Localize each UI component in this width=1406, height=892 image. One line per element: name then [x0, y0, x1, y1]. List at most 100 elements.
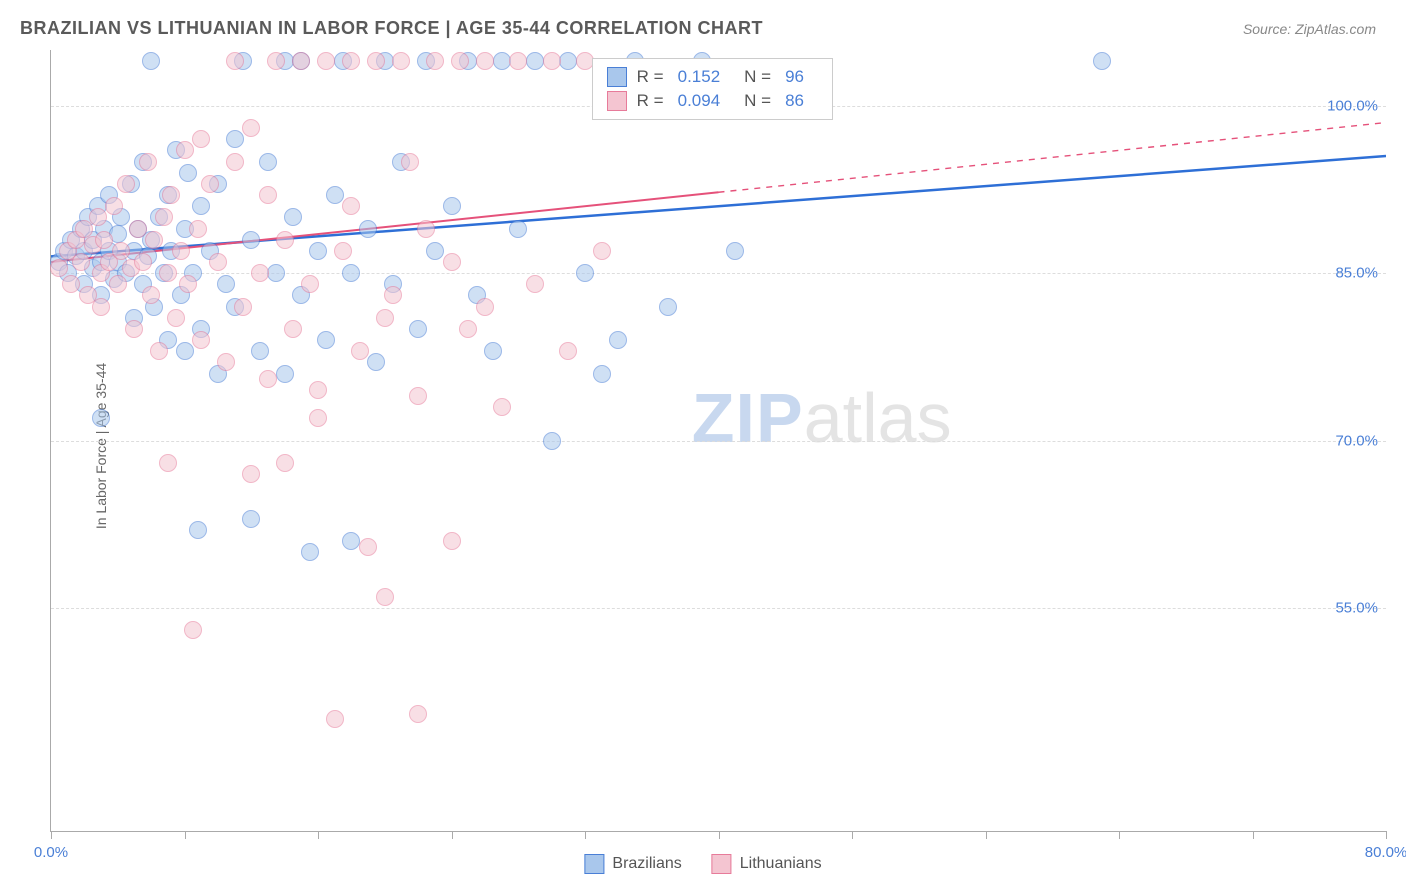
data-point [376, 309, 394, 327]
gridline [51, 441, 1386, 442]
data-point [443, 197, 461, 215]
data-point [384, 286, 402, 304]
data-point [392, 52, 410, 70]
data-point [201, 175, 219, 193]
data-point [367, 353, 385, 371]
x-tick [1386, 831, 1387, 839]
data-point [593, 365, 611, 383]
data-point [443, 532, 461, 550]
data-point [359, 220, 377, 238]
data-point [334, 242, 352, 260]
data-point [72, 253, 90, 271]
watermark-zip: ZIP [692, 379, 804, 457]
data-point [176, 141, 194, 159]
data-point [426, 52, 444, 70]
data-point [476, 298, 494, 316]
data-point [267, 264, 285, 282]
r-label: R = [637, 67, 664, 87]
data-point [167, 309, 185, 327]
data-point [145, 231, 163, 249]
data-point [1093, 52, 1111, 70]
data-point [326, 186, 344, 204]
data-point [89, 208, 107, 226]
data-point [543, 432, 561, 450]
data-point [317, 331, 335, 349]
x-tick-label: 80.0% [1365, 844, 1406, 861]
data-point [359, 538, 377, 556]
data-point [593, 242, 611, 260]
swatch-icon [607, 91, 627, 111]
stats-row: R =0.094N =86 [607, 89, 818, 113]
source-name: ZipAtlas.com [1295, 21, 1376, 37]
x-tick [185, 831, 186, 839]
data-point [509, 52, 527, 70]
data-point [112, 242, 130, 260]
r-value: 0.152 [678, 67, 721, 87]
data-point [726, 242, 744, 260]
data-point [559, 342, 577, 360]
data-point [159, 454, 177, 472]
data-point [409, 320, 427, 338]
data-point [309, 381, 327, 399]
data-point [242, 231, 260, 249]
data-point [576, 264, 594, 282]
data-point [142, 286, 160, 304]
data-point [242, 510, 260, 528]
data-point [234, 298, 252, 316]
series-legend: Brazilians Lithuanians [584, 854, 821, 874]
data-point [176, 342, 194, 360]
watermark-atlas: atlas [804, 379, 952, 457]
data-point [609, 331, 627, 349]
data-point [155, 208, 173, 226]
data-point [226, 130, 244, 148]
r-value: 0.094 [678, 91, 721, 111]
data-point [129, 220, 147, 238]
data-point [284, 320, 302, 338]
source-attribution: Source: ZipAtlas.com [1243, 21, 1376, 37]
data-point [342, 197, 360, 215]
data-point [92, 409, 110, 427]
data-point [192, 130, 210, 148]
n-label: N = [744, 67, 771, 87]
data-point [342, 52, 360, 70]
x-tick [51, 831, 52, 839]
data-point [139, 153, 157, 171]
correlation-stats-box: R =0.152N =96R =0.094N =86 [592, 58, 833, 120]
swatch-icon [607, 67, 627, 87]
data-point [179, 164, 197, 182]
swatch-icon [712, 854, 732, 874]
data-point [209, 253, 227, 271]
data-point [259, 370, 277, 388]
data-point [92, 298, 110, 316]
data-point [376, 588, 394, 606]
swatch-icon [584, 854, 604, 874]
stats-row: R =0.152N =96 [607, 65, 818, 89]
data-point [367, 52, 385, 70]
data-point [172, 242, 190, 260]
data-point [342, 264, 360, 282]
x-tick [452, 831, 453, 839]
data-point [451, 52, 469, 70]
data-point [189, 220, 207, 238]
y-tick-label: 70.0% [1335, 432, 1378, 449]
data-point [484, 342, 502, 360]
data-point [125, 320, 143, 338]
legend-label: Lithuanians [740, 855, 822, 873]
gridline [51, 608, 1386, 609]
data-point [342, 532, 360, 550]
x-tick [318, 831, 319, 839]
data-point [251, 264, 269, 282]
data-point [284, 208, 302, 226]
data-point [559, 52, 577, 70]
data-point [543, 52, 561, 70]
data-point [189, 521, 207, 539]
data-point [509, 220, 527, 238]
y-tick-label: 55.0% [1335, 599, 1378, 616]
data-point [317, 52, 335, 70]
data-point [443, 253, 461, 271]
chart-title: BRAZILIAN VS LITHUANIAN IN LABOR FORCE |… [20, 18, 763, 39]
data-point [117, 175, 135, 193]
y-tick-label: 85.0% [1335, 265, 1378, 282]
x-tick [1119, 831, 1120, 839]
n-value: 86 [785, 91, 804, 111]
